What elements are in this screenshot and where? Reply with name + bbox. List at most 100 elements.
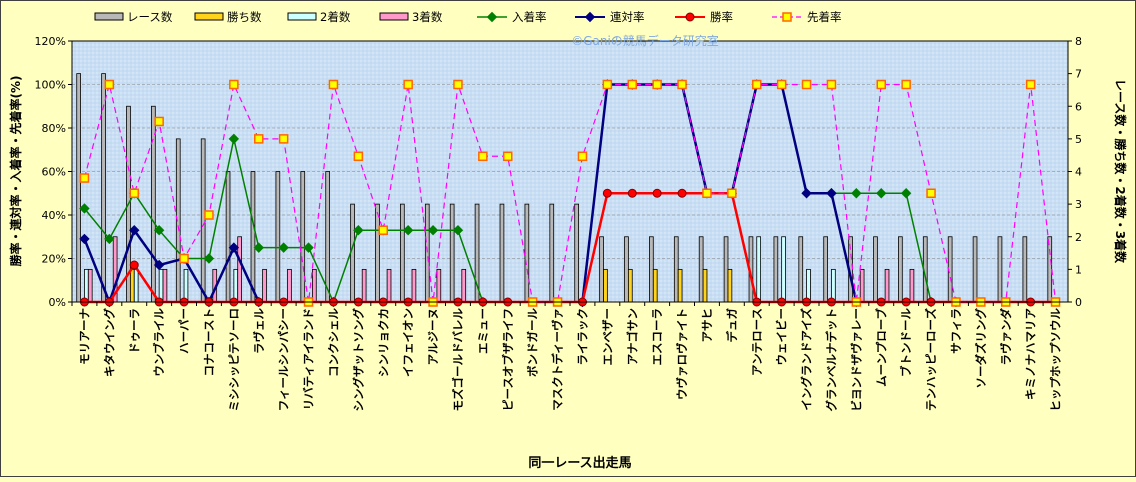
line-point bbox=[452, 225, 464, 236]
line-point bbox=[254, 134, 264, 144]
x-tick-label: ウェイビー bbox=[775, 308, 789, 366]
line-point bbox=[153, 259, 165, 271]
x-tick-label: ウンブライル bbox=[152, 308, 166, 377]
bar bbox=[756, 236, 762, 303]
legend-label: 勝ち数 bbox=[227, 10, 262, 24]
x-tick-label: シンリョクカ bbox=[376, 308, 390, 377]
bar bbox=[549, 203, 555, 303]
x-tick-label: キタウイング bbox=[102, 308, 116, 377]
line-point bbox=[652, 188, 662, 198]
y-left-tick-label: 80% bbox=[42, 122, 66, 135]
line-point bbox=[253, 242, 264, 253]
y-axis-left-title: 勝率・連対率・入着率・先着率(%) bbox=[8, 76, 23, 267]
line-point bbox=[79, 173, 90, 183]
bar bbox=[499, 203, 505, 303]
line-point bbox=[876, 79, 886, 90]
x-tick-label: イングランドアイズ bbox=[800, 308, 814, 411]
line-point bbox=[627, 188, 637, 198]
bar bbox=[436, 268, 442, 303]
line-point bbox=[486, 11, 498, 23]
x-tick-label: エンベザー bbox=[600, 308, 614, 366]
bar bbox=[133, 268, 139, 303]
bar bbox=[375, 203, 380, 303]
line-point bbox=[228, 133, 240, 145]
y-right-tick-label: 1 bbox=[1075, 263, 1082, 276]
line-point bbox=[303, 242, 314, 253]
bar bbox=[898, 236, 903, 303]
legend-label: 入着率 bbox=[512, 10, 547, 24]
x-tick-label: ボンドガール bbox=[526, 308, 540, 377]
bar bbox=[262, 268, 267, 303]
y-left-tick-label: 0% bbox=[49, 296, 66, 309]
line-point bbox=[278, 134, 289, 144]
line-point bbox=[752, 79, 762, 90]
legend-swatch bbox=[194, 12, 224, 21]
x-tick-label: ラヴァンダ bbox=[999, 308, 1013, 366]
line-point bbox=[402, 225, 414, 236]
line-point bbox=[900, 188, 912, 199]
x-tick-label: グランベルナデット bbox=[824, 308, 838, 412]
line-point bbox=[801, 79, 812, 90]
legend-swatch bbox=[287, 12, 317, 21]
x-tick-label: ヒップホップソウル bbox=[1049, 308, 1063, 412]
x-tick-label: アサヒ bbox=[700, 308, 714, 343]
bar bbox=[798, 236, 804, 303]
line-point bbox=[826, 79, 837, 90]
y-right-tick-label: 2 bbox=[1075, 231, 1082, 244]
bar bbox=[424, 203, 430, 303]
bar bbox=[652, 268, 658, 303]
bar bbox=[624, 236, 629, 303]
y-left-tick-label: 100% bbox=[35, 79, 66, 92]
bar bbox=[603, 268, 608, 303]
bar bbox=[411, 268, 417, 303]
x-tick-label: サフィラ bbox=[949, 308, 963, 354]
bar bbox=[300, 171, 306, 303]
x-tick-label: コンクシェル bbox=[326, 308, 340, 377]
x-tick-label: シングザットソング bbox=[351, 308, 365, 412]
bar bbox=[773, 236, 779, 303]
x-tick-label: アルジーヌ bbox=[426, 308, 440, 365]
series-line bbox=[83, 227, 260, 306]
line-point bbox=[503, 151, 513, 162]
bar bbox=[1047, 236, 1053, 303]
y-left-tick-label: 20% bbox=[42, 253, 66, 266]
bar bbox=[158, 268, 164, 303]
line-point bbox=[776, 79, 787, 90]
bar bbox=[162, 268, 168, 303]
line-point bbox=[328, 79, 339, 90]
bar bbox=[233, 268, 239, 303]
watermark: ©Ganiの競馬データ研究室 bbox=[571, 33, 719, 48]
x-tick-label: ピースオブザライフ bbox=[501, 308, 515, 411]
y-right-tick-label: 7 bbox=[1075, 68, 1082, 81]
legend-label: 勝率 bbox=[710, 10, 733, 24]
line-point bbox=[677, 188, 687, 198]
legend-label: 連対率 bbox=[610, 10, 645, 24]
bar bbox=[87, 268, 93, 303]
x-tick-label: ソーダズリング bbox=[974, 308, 988, 389]
y-left-tick-label: 120% bbox=[35, 35, 66, 48]
x-tick-label: コナコースト bbox=[202, 308, 216, 376]
line-point bbox=[129, 225, 140, 236]
y-left-tick-label: 40% bbox=[42, 209, 66, 222]
x-tick-label: ビヨンドザヴァレー bbox=[849, 308, 863, 412]
bar bbox=[275, 171, 281, 303]
line-point bbox=[577, 151, 588, 162]
line-point bbox=[278, 242, 289, 253]
line-point bbox=[79, 203, 90, 214]
line-point bbox=[427, 225, 439, 236]
legend-swatch bbox=[379, 12, 409, 21]
x-tick-label: ブトンドール bbox=[899, 308, 913, 377]
y-right-tick-label: 4 bbox=[1075, 166, 1082, 179]
bar bbox=[574, 203, 579, 303]
line-point bbox=[129, 188, 139, 198]
y-right-tick-label: 6 bbox=[1075, 100, 1082, 113]
x-tick-label: ウヴァロヴァイト bbox=[675, 308, 689, 400]
x-tick-label: モリアーナ bbox=[77, 308, 91, 365]
x-tick-label: アンテロース bbox=[750, 308, 764, 376]
bar bbox=[449, 203, 455, 303]
line-point bbox=[478, 151, 488, 162]
bar bbox=[599, 236, 604, 303]
line-point bbox=[1025, 79, 1036, 90]
bar bbox=[183, 268, 189, 303]
